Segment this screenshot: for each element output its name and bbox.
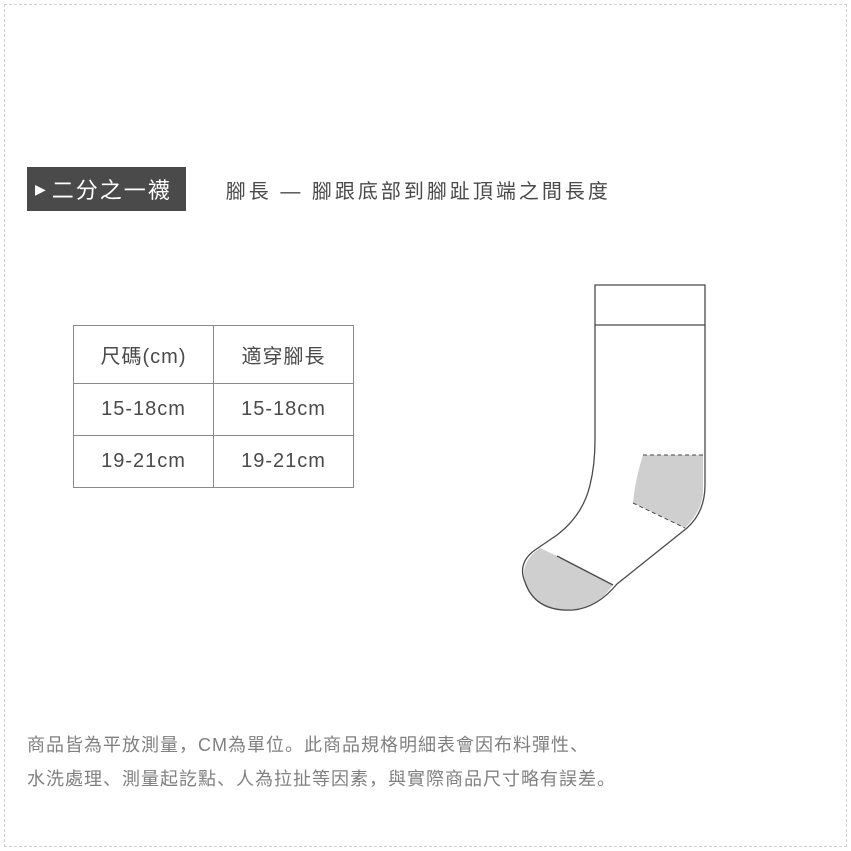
title-badge: ▶ 二分之一襪: [27, 167, 186, 211]
content-area: ▶ 二分之一襪 腳長 — 腳跟底部到腳趾頂端之間長度 尺碼(cm) 適穿腳長 1…: [5, 5, 846, 846]
table-header: 尺碼(cm): [74, 326, 214, 384]
footer-note: 商品皆為平放測量，CM為單位。此商品規格明細表會因布料彈性、 水洗處理、測量起訖…: [27, 728, 616, 796]
table-row: 19-21cm 19-21cm: [74, 436, 354, 488]
table-cell: 19-21cm: [214, 436, 354, 488]
table-row: 15-18cm 15-18cm: [74, 384, 354, 436]
title-text: 二分之一襪: [52, 173, 172, 205]
size-table: 尺碼(cm) 適穿腳長 15-18cm 15-18cm 19-21cm 19-2…: [73, 325, 354, 488]
dashed-frame: ▶ 二分之一襪 腳長 — 腳跟底部到腳趾頂端之間長度 尺碼(cm) 適穿腳長 1…: [4, 4, 847, 847]
table-row: 尺碼(cm) 適穿腳長: [74, 326, 354, 384]
header-row: ▶ 二分之一襪 腳長 — 腳跟底部到腳趾頂端之間長度: [27, 167, 611, 211]
triangle-icon: ▶: [35, 181, 48, 198]
table-cell: 15-18cm: [214, 384, 354, 436]
table-cell: 19-21cm: [74, 436, 214, 488]
table-header: 適穿腳長: [214, 326, 354, 384]
subtitle-text: 腳長 — 腳跟底部到腳趾頂端之間長度: [226, 175, 611, 204]
table-cell: 15-18cm: [74, 384, 214, 436]
sock-illustration: [485, 280, 745, 620]
footer-line: 水洗處理、測量起訖點、人為拉扯等因素，與實際商品尺寸略有誤差。: [27, 762, 616, 796]
footer-line: 商品皆為平放測量，CM為單位。此商品規格明細表會因布料彈性、: [27, 728, 616, 762]
